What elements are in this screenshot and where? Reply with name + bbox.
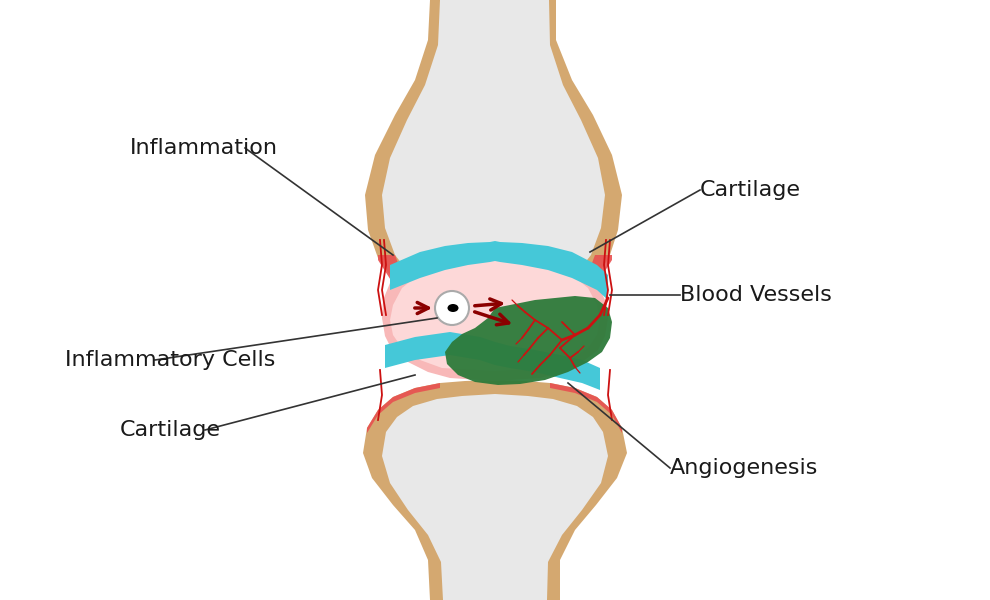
Polygon shape <box>390 241 608 300</box>
Polygon shape <box>365 0 622 322</box>
Polygon shape <box>378 255 460 320</box>
Text: Cartilage: Cartilage <box>700 180 801 200</box>
Ellipse shape <box>447 304 458 312</box>
Text: Angiogenesis: Angiogenesis <box>670 458 819 478</box>
Polygon shape <box>382 394 608 600</box>
Polygon shape <box>530 255 612 320</box>
Polygon shape <box>382 0 605 311</box>
Polygon shape <box>382 250 608 381</box>
Polygon shape <box>390 258 600 371</box>
Polygon shape <box>363 380 627 600</box>
Circle shape <box>435 291 469 325</box>
Polygon shape <box>367 383 440 433</box>
Polygon shape <box>445 296 612 385</box>
Text: Blood Vessels: Blood Vessels <box>680 285 832 305</box>
Polygon shape <box>385 332 600 390</box>
Polygon shape <box>550 383 622 433</box>
Text: Inflammation: Inflammation <box>130 138 278 158</box>
Text: Inflammatory Cells: Inflammatory Cells <box>65 350 275 370</box>
Text: Cartilage: Cartilage <box>120 420 221 440</box>
